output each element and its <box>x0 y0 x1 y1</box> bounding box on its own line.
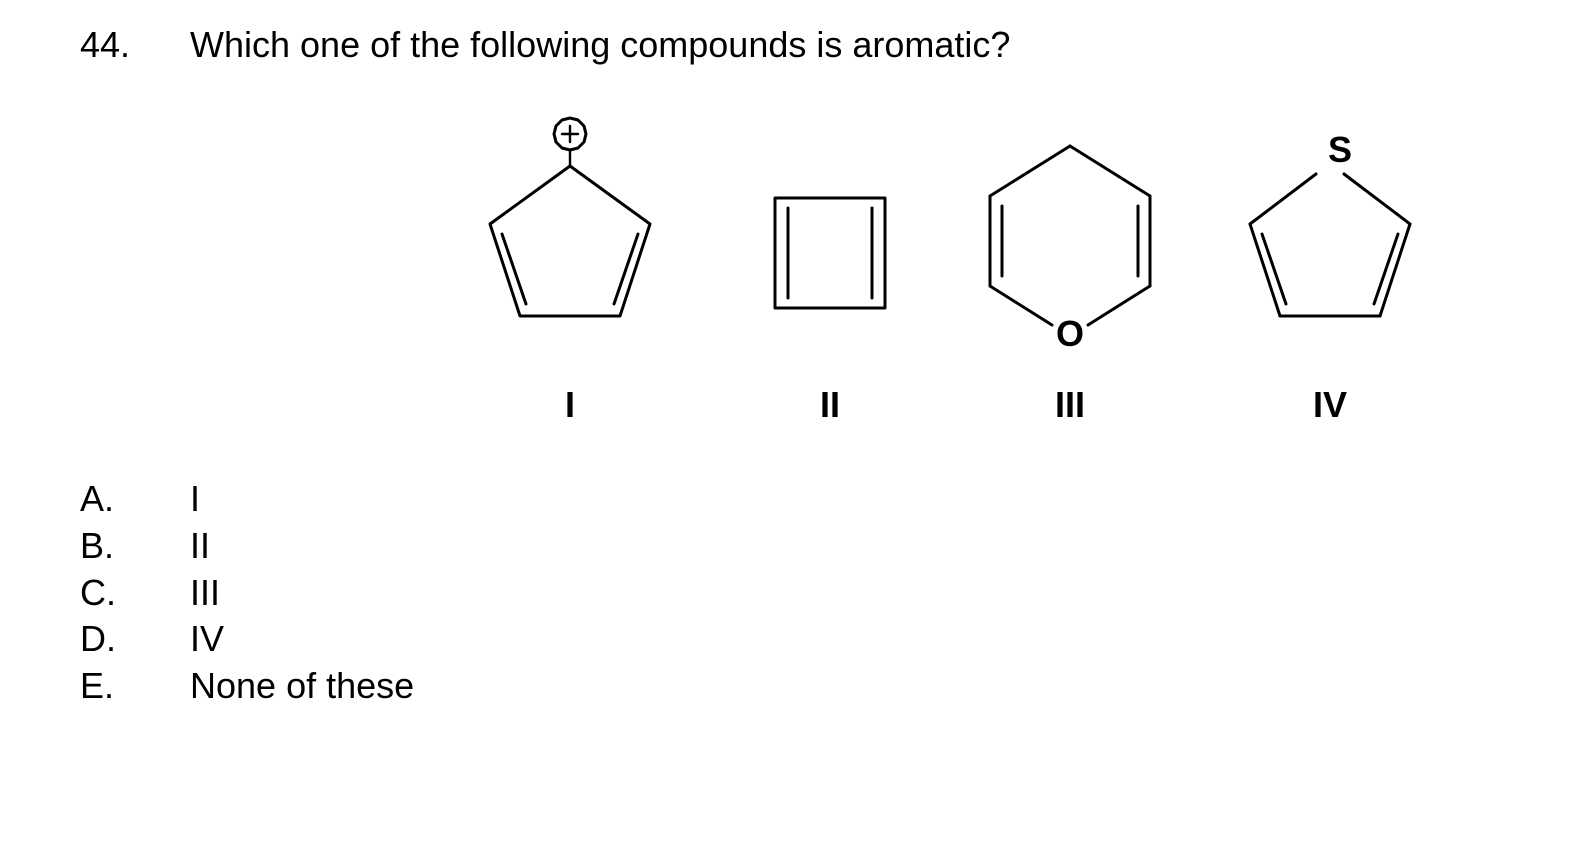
options-list: A. I B. II C. III D. IV E. None of these <box>80 476 1528 710</box>
option-text: None of these <box>190 663 414 710</box>
figure-iv: S IV <box>1220 106 1440 426</box>
sulfur-label: S <box>1328 129 1352 170</box>
question-number: 44. <box>80 24 190 66</box>
option-e: E. None of these <box>80 663 1528 710</box>
option-letter: E. <box>80 663 190 710</box>
figure-ii-label: II <box>740 384 920 426</box>
figure-iii-label: III <box>960 384 1180 426</box>
structure-i-svg <box>460 106 680 366</box>
option-letter: D. <box>80 616 190 663</box>
figure-iii: O III <box>960 106 1180 426</box>
structure-iii-svg: O <box>960 106 1180 366</box>
figures-container: I II <box>80 106 1528 436</box>
option-letter: A. <box>80 476 190 523</box>
figure-ii: II <box>740 106 920 426</box>
option-text: I <box>190 476 200 523</box>
option-text: IV <box>190 616 224 663</box>
option-text: III <box>190 570 220 617</box>
option-letter: B. <box>80 523 190 570</box>
figure-i: I <box>460 106 680 426</box>
oxygen-label: O <box>1056 313 1084 354</box>
option-text: II <box>190 523 210 570</box>
option-d: D. IV <box>80 616 1528 663</box>
option-letter: C. <box>80 570 190 617</box>
page: 44. Which one of the following compounds… <box>0 0 1588 846</box>
option-b: B. II <box>80 523 1528 570</box>
figure-i-label: I <box>460 384 680 426</box>
option-c: C. III <box>80 570 1528 617</box>
question-row: 44. Which one of the following compounds… <box>80 24 1528 66</box>
structure-ii-svg <box>740 106 920 366</box>
option-a: A. I <box>80 476 1528 523</box>
figure-iv-label: IV <box>1220 384 1440 426</box>
structure-iv-svg: S <box>1220 106 1440 366</box>
question-text: Which one of the following compounds is … <box>190 24 1010 66</box>
